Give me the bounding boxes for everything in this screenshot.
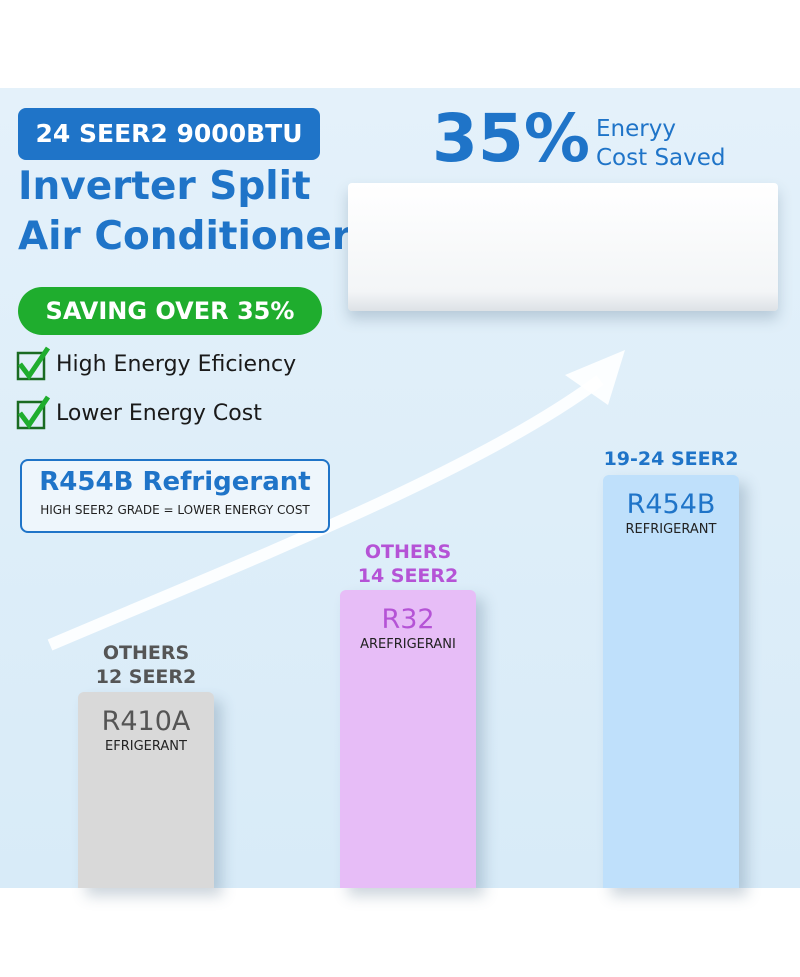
bar-label-line: OTHERS [364, 541, 452, 563]
percent-text: Cost Saved [596, 145, 726, 171]
bar-name: R454B [626, 489, 716, 520]
feature: High Energy Eficiency [56, 352, 297, 377]
bar-label: OTHERS 12 SEER2 [46, 641, 246, 689]
bar: R32 AREFRIGERANI [340, 590, 476, 888]
bar-label-line: 14 SEER2 [357, 565, 459, 587]
bar-sub: AREFRIGERANI [360, 637, 456, 652]
refrigerant-box: R454B Refrigerant HIGH SEER2 GRADE = LOW… [20, 459, 330, 533]
badge: 24 SEER2 9000BTU [18, 108, 320, 160]
bar-sub: EFRIGERANT [105, 739, 187, 754]
percent: 35% [432, 100, 590, 177]
bar-name: R410A [101, 706, 191, 737]
check-icon [16, 346, 51, 381]
bar-name: R32 [381, 604, 435, 635]
percent-text: Eneryy [596, 116, 676, 142]
bar-label-line: 12 SEER2 [95, 666, 197, 688]
title: Air Conditioner [18, 214, 352, 259]
bar-sub: REFRIGERANT [625, 522, 717, 537]
growth-arrow [47, 375, 604, 651]
saving-pill: SAVING OVER 35% [18, 287, 322, 335]
bar-label-line: 19-24 SEER2 [603, 448, 739, 470]
box-title: R454B Refrigerant [39, 467, 311, 497]
bar-label: 19-24 SEER2 [571, 447, 771, 471]
bar-label-line: OTHERS [102, 642, 190, 664]
arrow-head [565, 350, 625, 405]
ac-unit [348, 183, 778, 311]
feature: Lower Energy Cost [56, 401, 262, 426]
check-icon [16, 395, 51, 430]
bar: R410A EFRIGERANT [78, 692, 214, 888]
bar-label: OTHERS 14 SEER2 [308, 540, 508, 588]
box-subtitle: HIGH SEER2 GRADE = LOWER ENERGY COST [40, 503, 310, 517]
title: Inverter Split [18, 164, 311, 209]
bar: R454B REFRIGERANT [603, 475, 739, 888]
